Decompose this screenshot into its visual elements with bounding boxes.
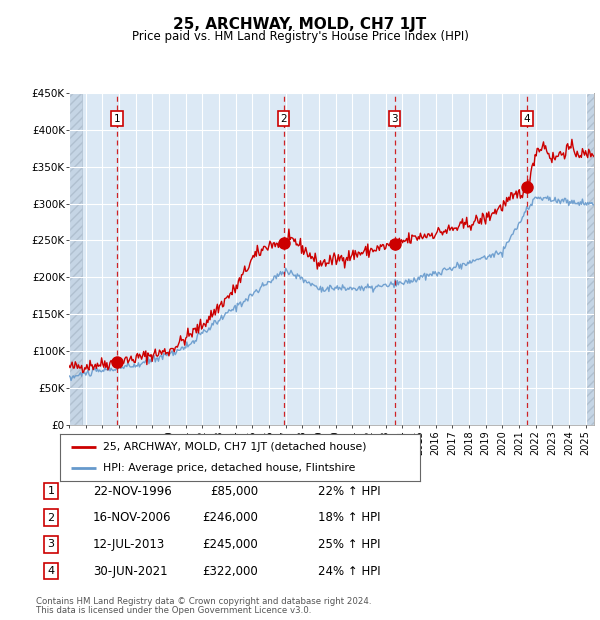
Text: 22% ↑ HPI: 22% ↑ HPI [318,485,380,497]
Text: 1: 1 [47,486,55,496]
Text: 25% ↑ HPI: 25% ↑ HPI [318,538,380,551]
Text: 25, ARCHWAY, MOLD, CH7 1JT: 25, ARCHWAY, MOLD, CH7 1JT [173,17,427,32]
Text: 24% ↑ HPI: 24% ↑ HPI [318,565,380,577]
Text: This data is licensed under the Open Government Licence v3.0.: This data is licensed under the Open Gov… [36,606,311,615]
Text: 25, ARCHWAY, MOLD, CH7 1JT (detached house): 25, ARCHWAY, MOLD, CH7 1JT (detached hou… [103,441,367,451]
Text: £322,000: £322,000 [202,565,258,577]
Bar [586,93,594,425]
Text: £245,000: £245,000 [202,538,258,551]
Text: 22-NOV-1996: 22-NOV-1996 [93,485,172,497]
Text: 3: 3 [47,539,55,549]
Text: £85,000: £85,000 [210,485,258,497]
Text: 1: 1 [114,114,121,124]
Text: 30-JUN-2021: 30-JUN-2021 [93,565,167,577]
Text: Contains HM Land Registry data © Crown copyright and database right 2024.: Contains HM Land Registry data © Crown c… [36,596,371,606]
Text: £246,000: £246,000 [202,512,258,524]
Text: 12-JUL-2013: 12-JUL-2013 [93,538,165,551]
Text: 3: 3 [391,114,398,124]
Text: 18% ↑ HPI: 18% ↑ HPI [318,512,380,524]
Text: 2: 2 [47,513,55,523]
Text: 2: 2 [280,114,287,124]
Text: Price paid vs. HM Land Registry's House Price Index (HPI): Price paid vs. HM Land Registry's House … [131,30,469,43]
Bar [69,93,82,425]
Text: 4: 4 [524,114,530,124]
Text: 16-NOV-2006: 16-NOV-2006 [93,512,172,524]
Text: HPI: Average price, detached house, Flintshire: HPI: Average price, detached house, Flin… [103,463,356,473]
Text: 4: 4 [47,566,55,576]
